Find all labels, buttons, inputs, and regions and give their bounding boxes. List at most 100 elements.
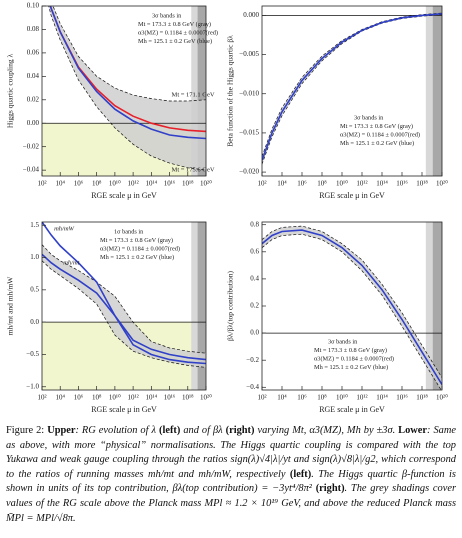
y-tick-label: 0.08 xyxy=(27,25,40,33)
y-tick-label: 1.0 xyxy=(30,253,39,261)
caption-text: (right) xyxy=(225,425,255,436)
series-line xyxy=(49,6,206,140)
curve-label: Mt = 175.6 GeV xyxy=(172,167,215,174)
annotation: α3(MZ) = 0.1184 ± 0.0007(red) xyxy=(138,29,218,36)
caption-text: : Same as above, with more “physical” no… xyxy=(6,425,456,480)
x-tick-label: 10²⁰ xyxy=(436,180,448,188)
x-tick-label: 10¹⁴ xyxy=(376,394,388,402)
annotation: α3(MZ) = 0.1184 ± 0.0007(red) xyxy=(340,131,420,138)
x-tick-label: 10⁶ xyxy=(74,394,84,402)
caption-text: and of βλ xyxy=(180,425,226,436)
series-line xyxy=(42,253,206,361)
x-tick-label: 10¹² xyxy=(128,394,139,402)
x-tick-label: 10² xyxy=(257,394,266,402)
y-tick-label: 0.10 xyxy=(27,2,40,10)
caption-text: Upper xyxy=(44,425,76,436)
y-tick-label: 0.02 xyxy=(27,95,40,103)
y-tick-label: −0.010 xyxy=(239,89,259,97)
y-tick-label: −1.0 xyxy=(26,382,39,390)
x-tick-label: 10¹² xyxy=(356,180,367,188)
x-tick-label: 10¹⁸ xyxy=(182,394,194,402)
x-tick-label: 10⁸ xyxy=(317,180,327,188)
band-fill xyxy=(262,13,442,165)
caption-text: (right) xyxy=(315,483,345,495)
band-edge xyxy=(48,6,206,171)
x-tick-label: 10¹² xyxy=(128,180,139,188)
plot-area xyxy=(42,6,206,176)
y-axis-label: mh/mt and mh/mW xyxy=(6,276,15,336)
y-tick-label: 0.4 xyxy=(250,275,259,283)
y-tick-label: 0.0 xyxy=(30,318,39,326)
planck-shade xyxy=(197,222,206,390)
curve-label: Mt = 171.1 GeV xyxy=(172,91,215,98)
figure: Mt = 171.1 GeV Mt = 175.6 GeV −0.04 −0.02 0.… xyxy=(6,2,448,414)
plot-area xyxy=(262,222,442,390)
x-tick-label: 10¹⁶ xyxy=(396,394,408,402)
caption-text: varying Mt, α3(MZ), Mh by ±3σ. xyxy=(254,425,399,436)
y-axis-label: Beta function of the Higgs quartic βλ xyxy=(226,35,235,147)
y-tick-label: −0.020 xyxy=(239,168,259,176)
y-tick-label: −0.005 xyxy=(239,50,259,58)
annotation: 3σ bands in xyxy=(328,338,358,345)
annotation: Mh = 125.1 ± 0.2 GeV (blue) xyxy=(314,364,388,371)
annotation: Mt = 173.3 ± 0.8 GeV (gray) xyxy=(340,123,413,130)
x-tick-label: 10²⁰ xyxy=(200,394,212,402)
band-fill xyxy=(48,6,206,171)
y-tick-label: 0.2 xyxy=(250,302,259,310)
x-tick-label: 10⁸ xyxy=(92,394,102,402)
planck-shade xyxy=(432,222,442,390)
x-axis-label: RGE scale μ in GeV xyxy=(91,191,157,200)
y-tick-label: −0.5 xyxy=(26,350,39,358)
annotation: 3σ bands in xyxy=(152,12,182,19)
planck-shade xyxy=(432,6,442,176)
y-tick-label: 0.5 xyxy=(30,285,39,293)
plot-area xyxy=(42,222,206,390)
y-axis-label: βλ/βλ(top contribution) xyxy=(226,270,235,341)
y-tick-label: −0.2 xyxy=(246,356,259,364)
x-tick-label: 10¹⁰ xyxy=(109,180,121,188)
x-tick-label: 10² xyxy=(37,394,46,402)
y-tick-label: 0.00 xyxy=(27,119,40,127)
annotation: Mt = 173.3 ± 0.8 GeV (gray) xyxy=(138,21,211,28)
caption: Figure 2: Upper: RG evolution of λ (left… xyxy=(6,424,456,526)
band-fill xyxy=(262,226,442,390)
x-axis-label: RGE scale μ in GeV xyxy=(91,405,157,414)
y-tick-label: 0.000 xyxy=(243,11,259,19)
y-tick-label: −0.4 xyxy=(246,383,259,391)
x-tick-label: 10¹⁴ xyxy=(376,180,388,188)
annotation: Mh = 125.1 ± 0.2 GeV (blue) xyxy=(138,38,212,45)
annotation: Mt = 173.3 ± 0.8 GeV (gray) xyxy=(314,347,387,354)
annotation: Mt = 173.3 ± 0.8 GeV (gray) xyxy=(100,237,173,244)
band-edge xyxy=(42,244,206,354)
y-axis-label: Higgs quartic coupling λ xyxy=(6,54,15,129)
y-tick-label: 1.5 xyxy=(30,221,39,229)
x-axis-label: RGE scale μ in GeV xyxy=(319,405,385,414)
x-tick-label: 10² xyxy=(37,180,46,188)
band-edge xyxy=(262,14,442,165)
y-tick-label: −0.04 xyxy=(23,166,40,174)
y-tick-label: −0.015 xyxy=(239,129,259,137)
y-tick-label: 0.6 xyxy=(250,247,259,255)
x-tick-label: 10¹⁰ xyxy=(109,394,121,402)
annotation: Mh = 125.1 ± 0.2 GeV (blue) xyxy=(340,140,414,147)
x-tick-label: 10¹⁴ xyxy=(146,394,158,402)
x-tick-label: 10¹² xyxy=(356,394,367,402)
annotation: α3(MZ) = 0.1184 ± 0.0007(red) xyxy=(314,355,394,362)
x-tick-label: 10¹⁰ xyxy=(336,180,348,188)
annotation: 3σ bands in xyxy=(354,114,384,121)
x-tick-label: 10⁴ xyxy=(55,394,65,402)
x-tick-label: 10⁸ xyxy=(92,180,102,188)
x-tick-label: 10¹⁶ xyxy=(164,180,176,188)
caption-text: : RG evolution of λ xyxy=(75,425,159,436)
series-line xyxy=(262,13,442,161)
band-edge xyxy=(52,6,206,102)
caption-text: . The grey shadings cover values of the … xyxy=(6,483,456,524)
x-tick-label: 10⁶ xyxy=(297,394,307,402)
x-tick-label: 10¹⁸ xyxy=(416,180,428,188)
curve-label: mh/mW xyxy=(54,225,74,232)
caption-text: . The Higgs quartic β-function is shown … xyxy=(6,468,456,495)
x-tick-label: 10²⁰ xyxy=(436,394,448,402)
x-tick-label: 10⁶ xyxy=(74,180,84,188)
x-tick-label: 10¹⁶ xyxy=(164,394,176,402)
annotation: α3(MZ) = 0.1184 ± 0.0007(red) xyxy=(100,245,180,252)
